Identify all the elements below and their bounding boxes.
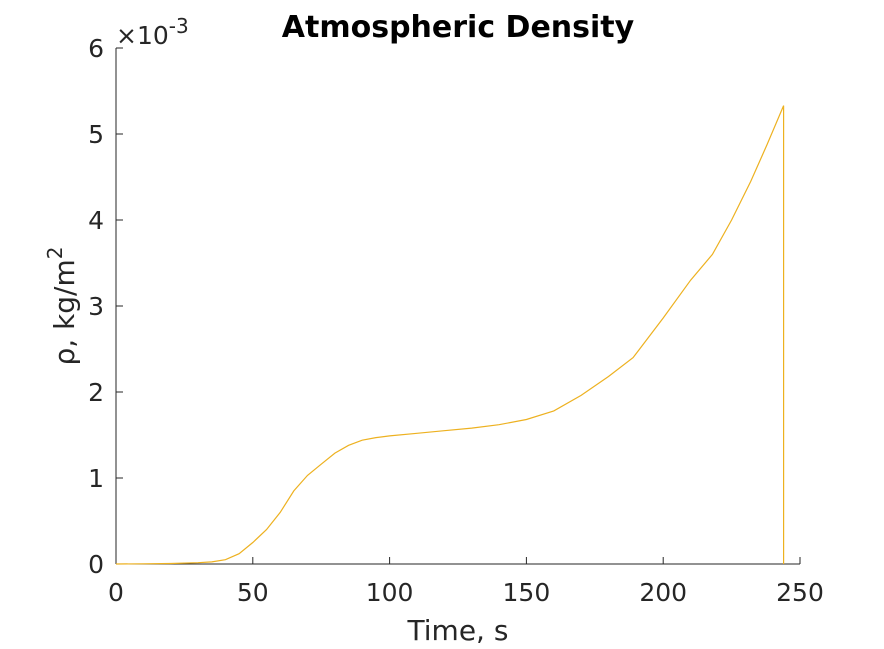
x-tick-label: 250 bbox=[776, 578, 824, 607]
density-series-line bbox=[115, 105, 785, 565]
y-axis-label-superscript: 2 bbox=[43, 246, 67, 259]
y-exponent-label: ×10-3 bbox=[116, 14, 189, 50]
chart-title: Atmospheric Density bbox=[282, 10, 635, 45]
x-tick-label: 50 bbox=[237, 578, 269, 607]
y-exponent-power: -3 bbox=[169, 14, 189, 38]
y-tick-label: 3 bbox=[88, 292, 104, 321]
y-axis-label: ρ, kg/m2 bbox=[43, 246, 81, 365]
y-axis-label-main: ρ, kg/m bbox=[48, 259, 81, 365]
x-tick-label: 0 bbox=[108, 578, 124, 607]
y-tick-label: 0 bbox=[88, 550, 104, 579]
series bbox=[115, 105, 785, 565]
y-tick-label: 4 bbox=[88, 206, 104, 235]
axes bbox=[115, 48, 800, 565]
x-axis-label: Time, s bbox=[407, 614, 509, 647]
x-tick-label: 150 bbox=[503, 578, 551, 607]
y-exponent-prefix: ×10 bbox=[116, 21, 169, 50]
y-tick-label: 5 bbox=[88, 120, 104, 149]
x-tick-label: 200 bbox=[639, 578, 687, 607]
x-tick-label: 100 bbox=[366, 578, 414, 607]
y-tick-label: 1 bbox=[88, 464, 104, 493]
y-tick-label: 2 bbox=[88, 378, 104, 407]
ticks: 0 50 100 150 200 250 0 1 2 3 4 5 6 bbox=[88, 34, 824, 607]
y-tick-label: 6 bbox=[88, 34, 104, 63]
